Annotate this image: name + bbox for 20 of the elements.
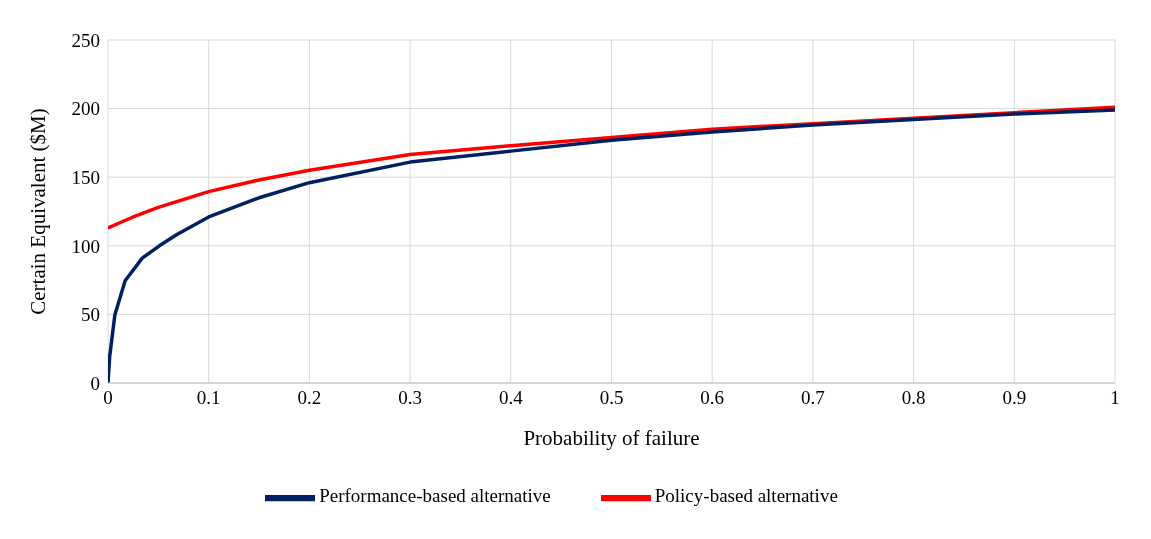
y-axis-title: Certain Equivalent ($M): [26, 108, 51, 315]
legend-label: Performance-based alternative: [319, 485, 551, 507]
y-tick-label: 200: [71, 98, 100, 120]
x-tick-label: 0.1: [196, 387, 221, 409]
x-tick-label: 0.5: [599, 387, 624, 409]
x-tick-label: 1: [1110, 387, 1120, 409]
x-tick-label: 0.2: [297, 387, 322, 409]
x-tick-label: 0.9: [1002, 387, 1027, 409]
x-tick-label: 0.8: [901, 387, 926, 409]
x-tick-label: 0.3: [398, 387, 422, 409]
x-tick-label: 0.4: [498, 387, 524, 409]
x-tick-label: 0.6: [700, 387, 725, 409]
y-tick-label: 0: [90, 372, 100, 394]
y-tick-label: 150: [71, 166, 100, 188]
x-tick-label: 0.7: [801, 387, 825, 409]
legend-label: Policy-based alternative: [654, 485, 838, 507]
x-axis-title: Probability of failure: [523, 426, 700, 450]
y-tick-label: 50: [81, 304, 100, 326]
y-tick-label: 100: [71, 235, 100, 257]
y-tick-label: 250: [71, 29, 100, 51]
